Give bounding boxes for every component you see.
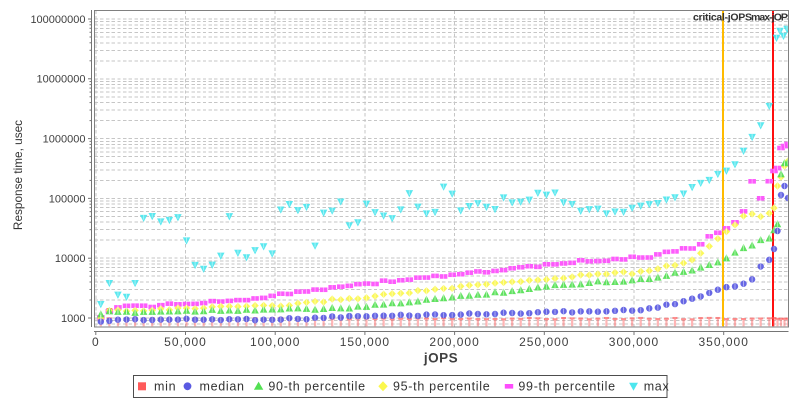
svg-text:max: max — [644, 380, 670, 394]
svg-text:critical-jOPS: critical-jOPS — [693, 12, 752, 24]
svg-text:0: 0 — [92, 335, 100, 349]
svg-text:100000000: 100000000 — [30, 14, 85, 26]
svg-text:100000: 100000 — [49, 193, 86, 205]
svg-text:100,000: 100,000 — [250, 335, 300, 349]
svg-text:95-th percentile: 95-th percentile — [393, 380, 490, 394]
svg-text:1000000: 1000000 — [43, 134, 86, 146]
svg-text:10000: 10000 — [55, 253, 86, 265]
svg-text:150,000: 150,000 — [340, 335, 390, 349]
svg-text:min: min — [154, 380, 176, 394]
svg-text:300,000: 300,000 — [609, 335, 659, 349]
svg-text:jOPS: jOPS — [423, 351, 458, 366]
svg-text:200,000: 200,000 — [429, 335, 479, 349]
svg-text:99-th percentile: 99-th percentile — [518, 380, 615, 394]
svg-text:Response time, usec: Response time, usec — [11, 120, 25, 230]
svg-text:250,000: 250,000 — [519, 335, 569, 349]
svg-text:1000: 1000 — [61, 313, 85, 325]
svg-text:10000000: 10000000 — [37, 74, 86, 86]
svg-text:median: median — [200, 380, 245, 394]
svg-text:max-jOPS: max-jOPS — [751, 12, 794, 24]
svg-text:90-th percentile: 90-th percentile — [268, 380, 365, 394]
svg-text:50,000: 50,000 — [164, 335, 207, 349]
svg-text:350,000: 350,000 — [699, 335, 749, 349]
